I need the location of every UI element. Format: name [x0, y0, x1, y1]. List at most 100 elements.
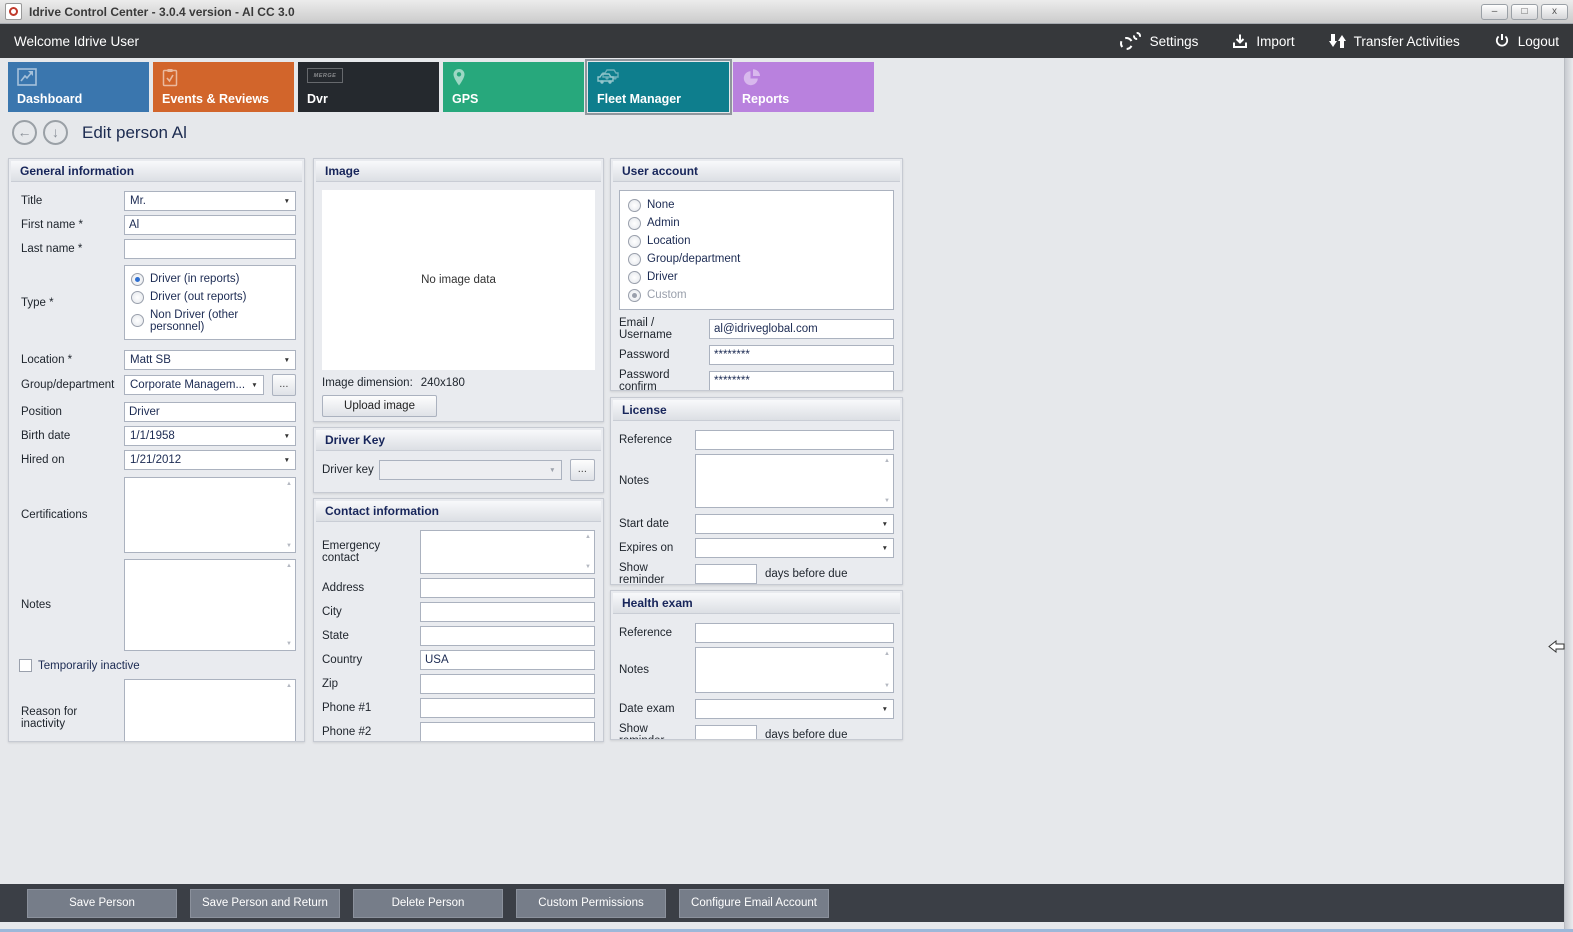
expires-on-label: Expires on: [619, 542, 674, 554]
upload-image-button[interactable]: Upload image: [322, 395, 437, 417]
notes-textarea[interactable]: ▲ ▼: [124, 559, 296, 651]
hired-on-select[interactable]: 1/21/2012 ▼: [124, 450, 296, 470]
tab-gps[interactable]: GPS: [443, 62, 584, 112]
expires-on-select[interactable]: ▼: [695, 538, 894, 558]
address-field[interactable]: [420, 578, 595, 598]
license-panel: License Reference Notes ▲ ▼ Start date ▼…: [610, 397, 903, 585]
settings-button[interactable]: Settings: [1119, 32, 1198, 50]
chevron-down-icon: ▼: [881, 520, 888, 528]
health-reminder-label: Show reminder: [619, 723, 664, 739]
start-date-select[interactable]: ▼: [695, 514, 894, 534]
scroll-down-icon[interactable]: ▼: [286, 641, 292, 647]
last-name-field[interactable]: [124, 239, 296, 259]
module-tabs: Dashboard Dvr Events & Reviews MERGE Dvr…: [8, 59, 874, 115]
scroll-up-icon[interactable]: ▲: [585, 534, 591, 540]
scroll-up-icon[interactable]: ▲: [884, 651, 890, 657]
save-person-return-button[interactable]: Save Person and Return: [190, 888, 340, 918]
tab-fleet-manager[interactable]: Fleet Manager: [585, 59, 732, 115]
radio-icon: [131, 272, 144, 286]
custom-permissions-button[interactable]: Custom Permissions: [516, 888, 666, 918]
radio-non-driver[interactable]: Non Driver (other personnel): [131, 306, 289, 335]
transfer-activities-button[interactable]: Transfer Activities: [1328, 33, 1460, 49]
top-bar: Welcome Idrive User Settings Import Tran…: [0, 24, 1573, 58]
date-exam-select[interactable]: ▼: [695, 699, 894, 719]
chevron-down-icon: ▼: [283, 197, 290, 205]
position-field[interactable]: [124, 402, 296, 422]
no-image-text: No image data: [421, 274, 496, 286]
first-name-field[interactable]: [124, 215, 296, 235]
driver-key-more-button[interactable]: ...: [569, 459, 595, 481]
title-select[interactable]: Mr. ▼: [124, 191, 296, 211]
logout-button[interactable]: Logout: [1494, 33, 1559, 49]
scroll-down-icon[interactable]: ▼: [585, 564, 591, 570]
tab-events-reviews[interactable]: Dvr Events & Reviews: [153, 62, 294, 112]
radio-role-driver[interactable]: Driver: [628, 268, 885, 286]
general-information-panel: General information Title Mr. ▼ First na…: [8, 158, 305, 742]
image-dimension-value: 240x180: [420, 377, 465, 389]
close-button[interactable]: x: [1541, 3, 1568, 20]
group-more-button[interactable]: ...: [271, 374, 296, 396]
import-icon: [1232, 33, 1248, 49]
country-field[interactable]: [420, 650, 595, 670]
group-department-select[interactable]: Corporate Managem... ▼: [124, 375, 264, 395]
driver-key-label: Driver key: [322, 464, 374, 476]
tab-dvr[interactable]: MERGE Dvr: [298, 62, 439, 112]
scroll-down-icon[interactable]: ▼: [286, 543, 292, 549]
chevron-down-icon: ▼: [283, 432, 290, 440]
radio-role-custom[interactable]: Custom: [628, 286, 885, 304]
emergency-contact-textarea[interactable]: ▲ ▼: [420, 530, 595, 574]
license-notes-textarea[interactable]: ▲ ▼: [695, 454, 894, 508]
radio-role-none[interactable]: None: [628, 196, 885, 214]
temporarily-inactive-checkbox[interactable]: Temporarily inactive: [19, 659, 140, 672]
scroll-down-icon[interactable]: ▼: [884, 498, 890, 504]
window-title: Idrive Control Center - 3.0.4 version - …: [29, 4, 295, 19]
image-panel: Image No image data Image dimension: 240…: [313, 158, 604, 422]
location-select[interactable]: Matt SB ▼: [124, 350, 296, 370]
radio-role-location[interactable]: Location: [628, 232, 885, 250]
first-name-label: First name *: [21, 219, 83, 231]
phone1-field[interactable]: [420, 698, 595, 718]
scroll-up-icon[interactable]: ▲: [286, 481, 292, 487]
back-button[interactable]: ←: [12, 120, 37, 145]
minimize-button[interactable]: –: [1481, 3, 1508, 20]
radio-role-admin[interactable]: Admin: [628, 214, 885, 232]
birth-date-select[interactable]: 1/1/1958 ▼: [124, 426, 296, 446]
tab-reports[interactable]: Reports: [733, 62, 874, 112]
city-field[interactable]: [420, 602, 595, 622]
driver-key-select[interactable]: ▼: [379, 460, 562, 480]
mouse-cursor-icon: [1548, 640, 1565, 653]
radio-driver-out-reports[interactable]: Driver (out reports): [131, 288, 289, 306]
zip-field[interactable]: [420, 674, 595, 694]
scroll-down-button[interactable]: ↓: [43, 120, 68, 145]
health-reference-field[interactable]: [695, 623, 894, 643]
configure-email-button[interactable]: Configure Email Account: [679, 888, 829, 918]
panel-title: Image: [316, 161, 601, 182]
delete-person-button[interactable]: Delete Person: [353, 888, 503, 918]
tab-dashboard[interactable]: Dashboard: [8, 62, 149, 112]
save-person-button[interactable]: Save Person: [27, 888, 177, 918]
maximize-button[interactable]: □: [1511, 3, 1538, 20]
email-field[interactable]: [709, 319, 894, 339]
license-reminder-days-field[interactable]: [695, 564, 757, 584]
state-field[interactable]: [420, 626, 595, 646]
phone2-field[interactable]: [420, 722, 595, 741]
password-confirm-field[interactable]: [709, 371, 894, 390]
radio-driver-in-reports[interactable]: Driver (in reports): [131, 270, 289, 288]
radio-role-group-department[interactable]: Group/department: [628, 250, 885, 268]
scroll-down-icon[interactable]: ▼: [884, 683, 890, 689]
license-reference-field[interactable]: [695, 430, 894, 450]
scroll-up-icon[interactable]: ▲: [884, 458, 890, 464]
health-notes-textarea[interactable]: ▲ ▼: [695, 647, 894, 693]
reason-textarea[interactable]: ▲ ▼: [124, 679, 296, 741]
import-button[interactable]: Import: [1232, 33, 1295, 49]
chevron-down-icon: ▼: [251, 381, 258, 389]
scroll-up-icon[interactable]: ▲: [286, 563, 292, 569]
health-notes-label: Notes: [619, 664, 650, 676]
scroll-up-icon[interactable]: ▲: [286, 683, 292, 689]
health-reminder-days-field[interactable]: [695, 725, 757, 739]
chevron-down-icon: ▼: [881, 544, 888, 552]
password-field[interactable]: [709, 345, 894, 365]
radio-icon: [131, 290, 144, 304]
certifications-textarea[interactable]: ▲ ▼: [124, 477, 296, 553]
type-radio-group: Driver (in reports) Driver (out reports)…: [124, 265, 296, 340]
